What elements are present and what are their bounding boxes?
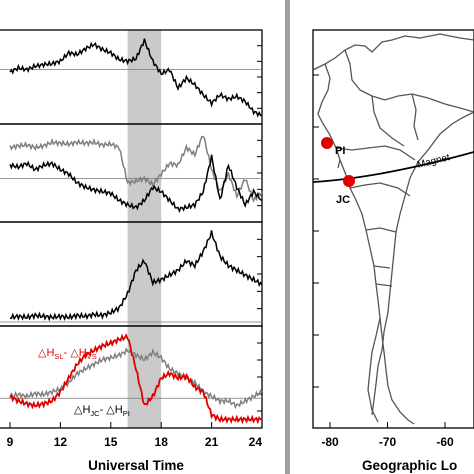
map-frame [312, 29, 474, 429]
panel-4-series-1 [9, 347, 263, 410]
map-x-tick-label: -60 [436, 435, 454, 449]
site-label-pi: PI [335, 145, 345, 157]
panel-2-series-2 [9, 154, 263, 214]
x-tick-label: 21 [205, 435, 219, 449]
map-x-tick-label: -80 [321, 435, 339, 449]
map-x-tick-label: -70 [379, 435, 397, 449]
time-series-panels: 9 12 15 18 21 24 Universal Time △HSL- △HVS △H… [0, 29, 263, 473]
x-tick-label: 18 [155, 435, 169, 449]
panel-2-series-1 [9, 135, 263, 203]
annotation-hjc-hpi: △HJC- △HPI [74, 404, 130, 418]
site-marker-pi [321, 137, 333, 149]
site-label-jc: JC [336, 194, 350, 206]
panel-divider [285, 0, 290, 474]
shaded-interval [127, 30, 162, 428]
coastlines [312, 33, 474, 425]
panel-4-series-2 [9, 333, 263, 425]
map-panel: Magnet PI JC -80 -70 -60 Geographic Lo [312, 29, 474, 473]
annotation-hsl-hvs: △HSL- △HVS [38, 347, 97, 361]
x-tick-label: 12 [54, 435, 68, 449]
panel-3-series-1 [9, 230, 263, 322]
x-tick-label: 9 [7, 435, 14, 449]
map-x-axis-title: Geographic Lo [362, 458, 457, 473]
site-marker-jc [343, 175, 355, 187]
x-axis-title: Universal Time [88, 458, 184, 473]
magnetic-equator-line [312, 151, 474, 183]
x-tick-label: 24 [249, 435, 263, 449]
x-tick-label: 15 [104, 435, 118, 449]
panel-1-series-1 [9, 38, 263, 118]
